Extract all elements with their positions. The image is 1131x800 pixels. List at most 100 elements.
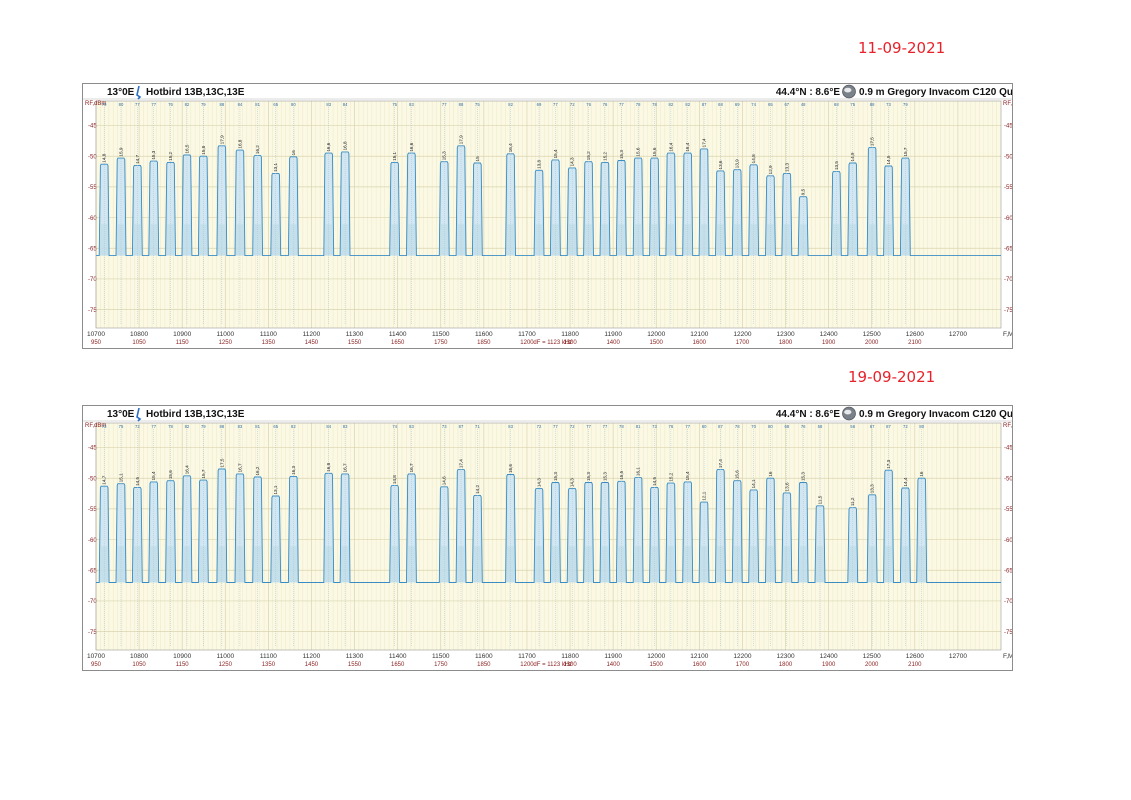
spectrum-chart: 13°0E Hotbird 13B,13C,13E 44.4°N : 8.6°E 0.… (83, 84, 1012, 348)
if-tick-label: 1450 (305, 662, 319, 668)
carrier-quality: 77 (619, 102, 624, 107)
if-tick-label: 1500 (650, 662, 664, 668)
carrier-fill-upper (800, 483, 807, 547)
carrier-quality: 68 (718, 102, 723, 107)
carrier-level-label: 14,1 (751, 479, 756, 488)
carrier-quality: 81 (255, 102, 260, 107)
carrier-level-label: 17,9 (219, 135, 224, 144)
x-axis-label: F,MHz (1003, 653, 1012, 660)
carrier-fill-upper (684, 482, 691, 547)
carrier-quality: 80 (919, 424, 924, 429)
if-tick-label: 1250 (219, 662, 233, 668)
carrier-quality: 70 (751, 424, 756, 429)
carrier-level-label: 14,8 (392, 475, 397, 484)
carrier-level-label: 15,1 (392, 151, 397, 160)
y-tick-label: -75 (1004, 630, 1012, 636)
carrier-fill-upper (750, 490, 757, 547)
carrier-quality: 77 (553, 424, 558, 429)
carrier-level-label: 17,4 (702, 138, 707, 147)
carrier-quality: 77 (685, 424, 690, 429)
y-tick-label: -45 (88, 124, 97, 130)
carrier-quality: 77 (603, 424, 608, 429)
carrier-level-label: 15,4 (553, 149, 558, 158)
carrier-quality: 74 (751, 102, 756, 107)
y-tick-label: -65 (88, 568, 97, 574)
x-tick-label: 12200 (733, 331, 751, 338)
carrier-fill-upper (552, 160, 559, 225)
carrier-quality: 67 (784, 102, 789, 107)
carrier-level-label: 14,7 (102, 475, 107, 484)
carrier-quality: 87 (702, 102, 707, 107)
carrier-level-label: 15,4 (151, 471, 156, 480)
x-tick-label: 12000 (647, 331, 665, 338)
y-axis-label: RF,dBm (1003, 101, 1012, 107)
antenna-icon-stroke (136, 85, 142, 100)
y-tick-label: -55 (88, 185, 97, 191)
carrier-fill-upper (569, 168, 576, 225)
if-tick-label: 2100 (908, 662, 922, 668)
carrier-level-label: 16,6 (508, 464, 513, 473)
carrier-fill-upper (254, 156, 261, 225)
resolution-bandwidth: dF = 1123 kHz (533, 340, 572, 346)
x-tick-label: 11600 (475, 653, 493, 660)
carrier-level-label: 15,3 (801, 472, 806, 481)
carrier-level-label: 16,2 (255, 145, 260, 154)
carrier-fill-upper (667, 153, 674, 225)
carrier-level-label: 14,5 (135, 477, 140, 486)
x-tick-label: 11500 (432, 331, 450, 338)
resolution-bandwidth: dF = 1123 kHz (533, 662, 572, 668)
satellite-name: Hotbird 13B,13C,13E (146, 409, 245, 420)
antenna-icon (136, 407, 142, 422)
carrier-quality: 79 (201, 424, 206, 429)
carrier-level-label: 15,9 (118, 147, 123, 156)
carrier-level-label: 15,8 (201, 145, 206, 154)
carrier-quality: 60 (702, 424, 707, 429)
x-tick-label: 11000 (216, 331, 234, 338)
carrier-level-label: 14,9 (850, 152, 855, 161)
y-tick-label: -75 (88, 630, 97, 636)
carrier-level-label: 14,5 (886, 155, 891, 164)
carrier-fill-upper (325, 153, 332, 225)
carrier-quality: 68 (784, 424, 789, 429)
carrier-quality: 84 (326, 424, 331, 429)
carrier-fill-upper (885, 470, 892, 547)
carrier-level-label: 16,1 (636, 467, 641, 476)
carrier-quality: 88 (220, 424, 225, 429)
carrier-quality: 72 (570, 424, 575, 429)
carrier-level-label: 16,3 (291, 465, 296, 474)
carrier-level-label: 16 (919, 471, 924, 477)
carrier-fill-upper (701, 502, 708, 547)
carrier-level-label: 13,5 (834, 161, 839, 170)
carrier-level-label: 15,5 (619, 470, 624, 479)
carrier-fill-upper (618, 161, 625, 225)
spectrum-trace (96, 145, 1001, 257)
satellite-name: Hotbird 13B,13C,13E (146, 87, 245, 98)
spectrum-trace (96, 468, 1001, 583)
x-tick-label: 11300 (346, 331, 364, 338)
x-tick-label: 12700 (949, 653, 967, 660)
carrier-quality: 74 (392, 424, 397, 429)
carrier-quality: 67 (870, 424, 875, 429)
carrier-quality: 79 (903, 102, 908, 107)
x-tick-label: 11700 (518, 653, 536, 660)
x-tick-label: 10700 (87, 653, 105, 660)
carrier-quality: 75 (119, 424, 124, 429)
if-tick-label: 1200 (520, 662, 534, 668)
plot-border (95, 422, 1002, 651)
x-tick-label: 10900 (173, 331, 191, 338)
carrier-level-label: 15,2 (586, 151, 591, 160)
carrier-fill-upper (701, 149, 708, 225)
carrier-fill-upper (236, 474, 243, 547)
carrier-quality: 72 (537, 424, 542, 429)
carrier-fill-upper (684, 153, 691, 225)
x-tick-label: 11900 (604, 653, 622, 660)
carrier-quality: 88 (459, 102, 464, 107)
carrier-level-label: 15,6 (636, 147, 641, 156)
carrier-fill-upper (408, 474, 415, 547)
carrier-level-label: 13,3 (784, 163, 789, 172)
carrier-quality: 72 (903, 424, 908, 429)
carrier-level-label: 16,7 (237, 463, 242, 472)
y-tick-label: -55 (1004, 507, 1012, 513)
carrier-quality: 78 (619, 424, 624, 429)
carrier-quality: 82 (185, 102, 190, 107)
